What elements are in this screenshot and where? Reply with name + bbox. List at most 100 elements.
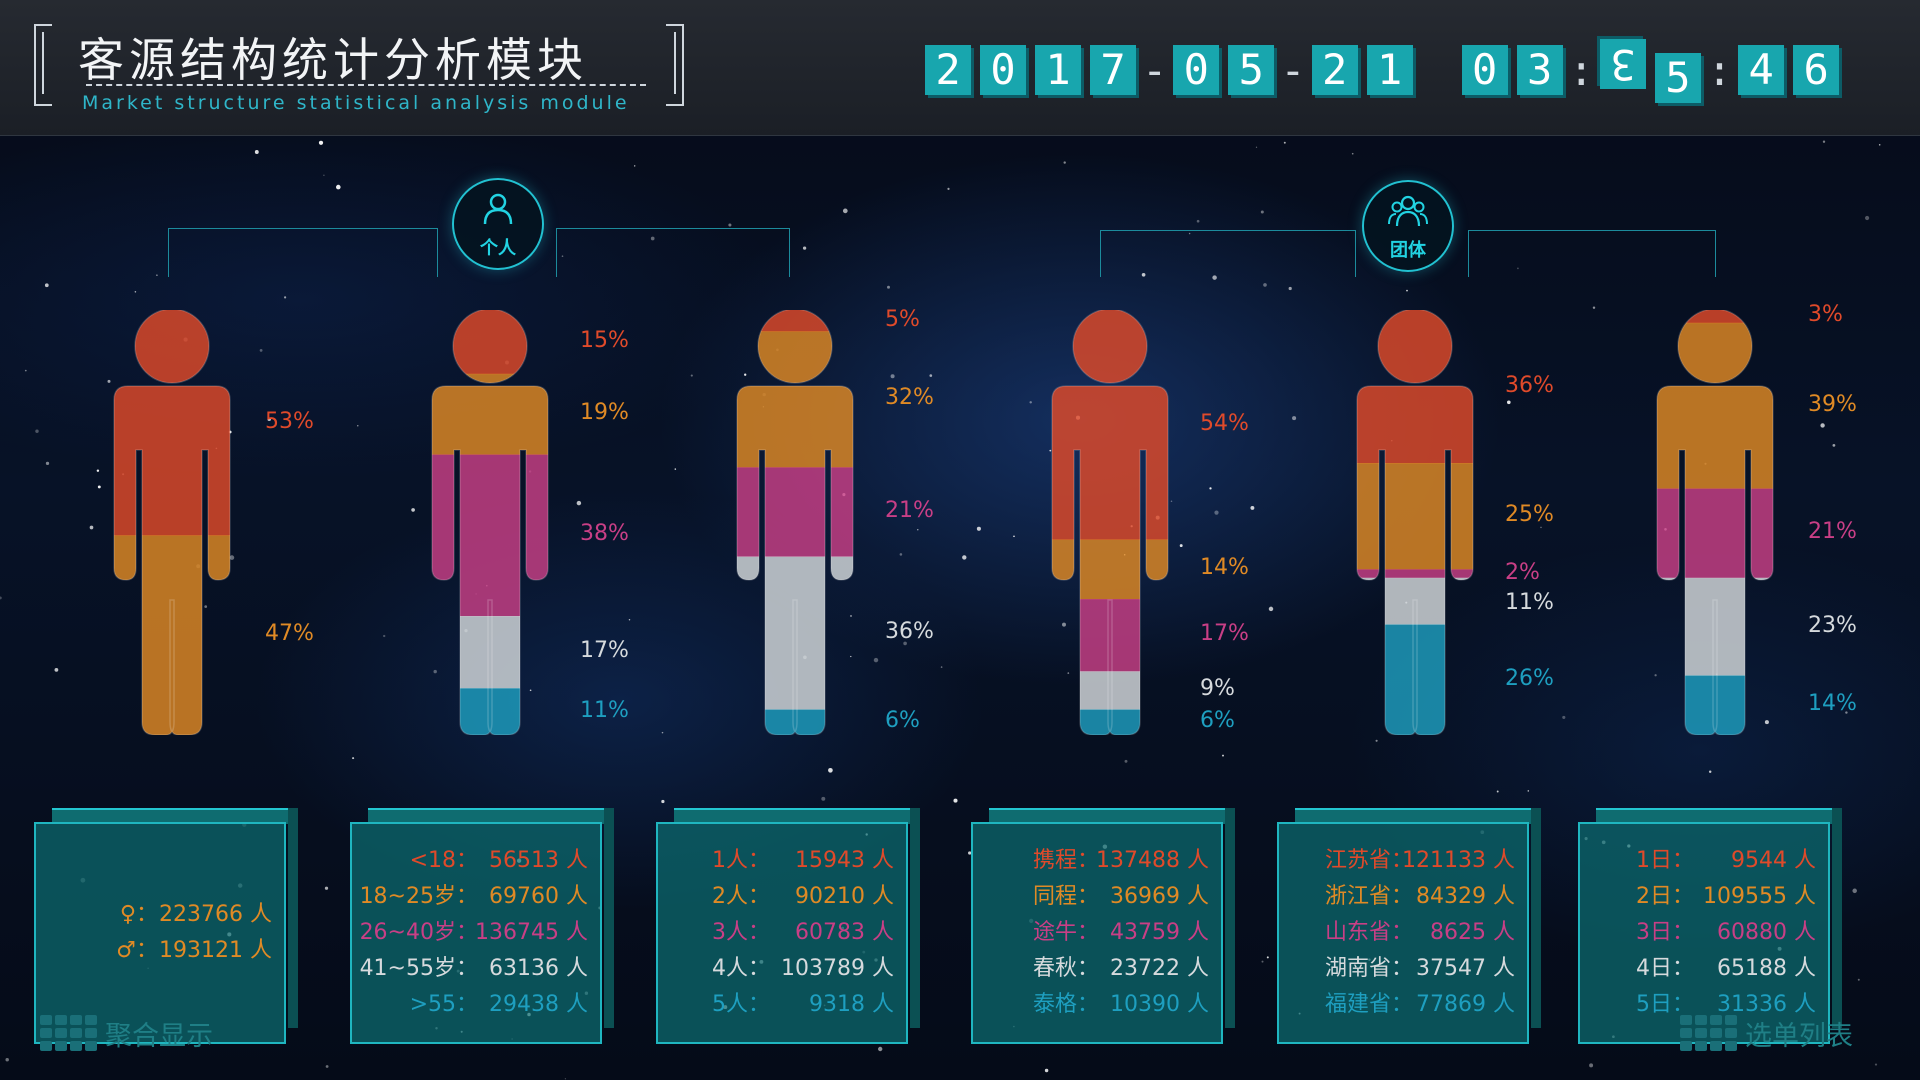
panel-row-value: 90210 人 <box>795 884 894 909</box>
human-figure-chart <box>431 310 549 735</box>
figure-age <box>400 310 580 740</box>
segment-percentage-label: 53% <box>265 408 314 434</box>
individual-category-badge[interactable]: 个人 <box>452 178 544 270</box>
panel-row: 3人： 60783 人 <box>658 914 910 950</box>
title-bracket-right <box>666 24 684 106</box>
panel-row-key: 江苏省： <box>1324 848 1413 873</box>
panel-row-key: 途牛： <box>1032 920 1099 945</box>
panel-row-value: 193121 人 <box>159 938 272 963</box>
data-panel-party-size: 1人： 15943 人 2人： 90210 人 3人： 60783 人 4人： 103789 … <box>656 808 920 1048</box>
panel-row-key: 5日： <box>1636 992 1694 1017</box>
figure-segment-gray <box>432 616 548 689</box>
menu-list-label: 选单列表 <box>1745 1020 1853 1052</box>
panel-row-key: 41~55岁： <box>359 956 478 981</box>
segment-percentage-label: 36% <box>1505 372 1554 398</box>
human-figure-chart <box>736 310 854 735</box>
figure-segment-cyan <box>432 688 548 735</box>
human-figure-chart <box>1656 310 1774 735</box>
panel-face: 江苏省： 121133 人浙江省： 84329 人山东省： 8625 人湖南省： 375… <box>1277 822 1529 1044</box>
group-category-label: 团体 <box>1390 240 1426 261</box>
panel-row: 泰格： 10390 人 <box>973 986 1225 1022</box>
panel-row-value: 137488 人 <box>1096 848 1209 873</box>
panel-row-value: 121133 人 <box>1402 848 1515 873</box>
panel-row-value: 56513 人 <box>489 848 588 873</box>
figure-segment-cyan <box>1657 675 1773 735</box>
title-bracket-left <box>34 24 52 106</box>
date-digit: 1 <box>1366 45 1413 95</box>
person-icon <box>483 193 513 225</box>
panel-row: 山东省： 8625 人 <box>1279 914 1531 950</box>
group-connector-left <box>1100 230 1356 277</box>
panel-row: 3日： 60880 人 <box>1580 914 1832 950</box>
panel-row-value: 136745 人 <box>475 920 588 945</box>
panel-row-key: 4人： <box>712 956 770 981</box>
date-digit: 0 <box>980 45 1026 95</box>
panel-row: 18~25岁： 69760 人 <box>352 878 604 914</box>
human-figure-chart <box>113 310 231 735</box>
panel-row: 福建省： 77869 人 <box>1279 986 1531 1022</box>
figure-segment-gray <box>1657 577 1773 676</box>
panel-row-value: 15943 人 <box>795 848 894 873</box>
aggregate-view-button[interactable]: 聚合显示 <box>40 1013 213 1053</box>
individual-connector-left <box>168 228 438 277</box>
group-connector-right <box>1468 230 1716 277</box>
aggregate-view-label: 聚合显示 <box>105 1020 213 1052</box>
segment-percentage-label: 11% <box>580 697 629 723</box>
panel-row-value: 29438 人 <box>489 992 588 1017</box>
figure-segment-red <box>737 310 853 332</box>
panel-row: 2人： 90210 人 <box>658 878 910 914</box>
clock-separator: : <box>1568 45 1594 95</box>
panel-row: 5人： 9318 人 <box>658 986 910 1022</box>
figure-segment-gray <box>1052 671 1168 710</box>
data-panel-gender: ♀： 223766 人 ♂： 193121 人 <box>34 808 298 1048</box>
people-group-icon <box>1388 195 1428 227</box>
segment-percentage-label: 6% <box>885 708 920 734</box>
segment-percentage-label: 32% <box>885 385 934 411</box>
panel-row: 携程： 137488 人 <box>973 842 1225 878</box>
panel-row: 2日： 109555 人 <box>1580 878 1832 914</box>
panel-row-value: 8625 人 <box>1430 920 1515 945</box>
panel-face: 1日： 9544 人 2日： 109555 人 3日： 60880 人 4日： 65188 人… <box>1578 822 1830 1044</box>
individual-category-label: 个人 <box>480 238 516 259</box>
group-category-badge[interactable]: 团体 <box>1362 180 1454 272</box>
figure-segment-pink <box>737 467 853 557</box>
panel-row: 26~40岁： 136745 人 <box>352 914 604 950</box>
segment-percentage-label: 19% <box>580 400 629 426</box>
panel-face: ♀： 223766 人 ♂： 193121 人 <box>34 822 286 1044</box>
clock-separator: : <box>1706 45 1733 95</box>
panel-row: 1人： 15943 人 <box>658 842 910 878</box>
individual-connector-right <box>556 228 790 277</box>
panel-row-key: 5人： <box>712 992 770 1017</box>
panel-row-key: 2人： <box>712 884 770 909</box>
panel-row-key: >55： <box>409 992 478 1017</box>
list-grid-icon <box>1680 1015 1737 1051</box>
panel-row: ♀： 223766 人 <box>36 896 288 932</box>
menu-list-button[interactable]: 选单列表 <box>1680 1013 1853 1053</box>
panel-row: <18： 56513 人 <box>352 842 604 878</box>
figure-segment-gray <box>1357 577 1473 625</box>
panel-row-key: 1日： <box>1636 848 1694 873</box>
figure-segment-red <box>432 310 548 375</box>
figure-segment-pink <box>1357 569 1473 579</box>
panel-side-edge <box>288 808 298 1028</box>
panel-side-edge <box>1531 808 1541 1028</box>
panel-row-value: 65188 人 <box>1717 956 1816 981</box>
panel-row: 4日： 65188 人 <box>1580 950 1832 986</box>
data-panel-stay-days: 1日： 9544 人 2日： 109555 人 3日： 60880 人 4日： 65188 人… <box>1578 808 1842 1048</box>
panel-row-key: 1人： <box>712 848 770 873</box>
title-frame: 客源结构统计分析模块 Market structure statistical … <box>34 24 684 114</box>
data-panel-channel: 携程： 137488 人同程： 36969 人途牛： 43759 人春秋： 23722 … <box>971 808 1235 1048</box>
figure-segment-pink <box>432 454 548 617</box>
figure-segment-orange <box>737 331 853 468</box>
panel-row-key: ♀： <box>119 902 158 927</box>
title-divider <box>86 84 646 86</box>
figure-party-size <box>705 310 885 740</box>
panel-row: 湖南省： 37547 人 <box>1279 950 1531 986</box>
panel-row-key: 携程： <box>1032 848 1099 873</box>
page-subtitle: Market structure statistical analysis mo… <box>82 92 630 114</box>
panel-row-value: 60880 人 <box>1717 920 1816 945</box>
date-digit: 1 <box>1035 45 1081 95</box>
segment-percentage-label: 21% <box>885 497 934 523</box>
panel-row-value: 84329 人 <box>1416 884 1515 909</box>
